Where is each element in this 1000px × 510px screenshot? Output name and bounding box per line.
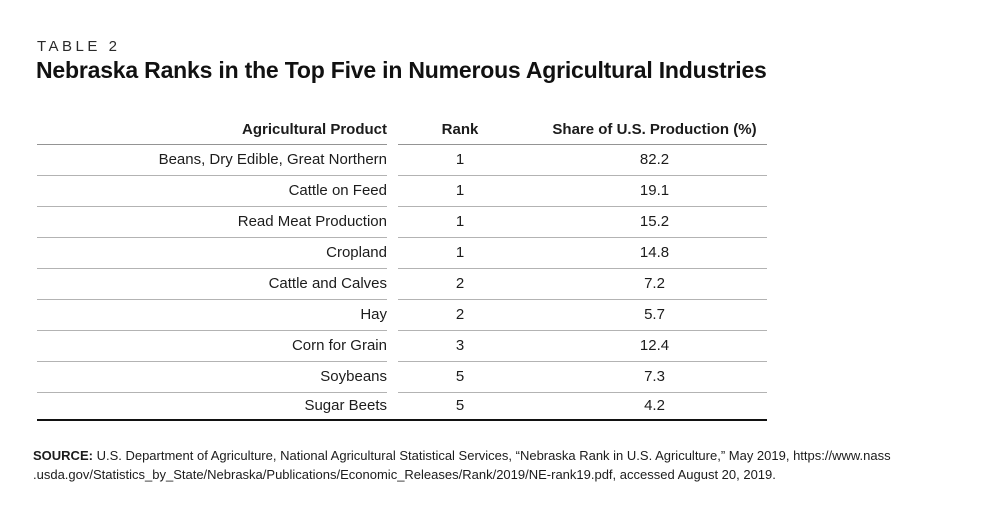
share-cell: 15.2 [522, 206, 767, 238]
rank-cell: 1 [398, 206, 522, 238]
share-cell: 7.2 [522, 268, 767, 300]
agricultural-rank-table: Agricultural Product Rank Share of U.S. … [37, 114, 767, 421]
table-row: Read Meat Production 1 15.2 [37, 206, 767, 238]
rank-cell: 5 [455, 397, 465, 414]
share-cell: 12.4 [522, 330, 767, 362]
table-row: Corn for Grain 3 12.4 [37, 330, 767, 362]
product-cell: Beans, Dry Edible, Great Northern [37, 144, 387, 176]
table-row: Sugar Beets 5 4.2 [37, 392, 767, 419]
product-cell: Sugar Beets [304, 397, 387, 414]
table-row: Cattle on Feed 1 19.1 [37, 175, 767, 207]
table-row: Beans, Dry Edible, Great Northern 1 82.2 [37, 144, 767, 176]
product-cell: Cattle and Calves [37, 268, 387, 300]
rank-cell: 5 [398, 361, 522, 393]
share-cell: 4.2 [644, 397, 665, 414]
source-text-line-2: .usda.gov/Statistics_by_State/Nebraska/P… [33, 467, 776, 482]
product-cell: Cropland [37, 237, 387, 269]
column-gap [387, 299, 398, 330]
source-label: SOURCE: [33, 448, 93, 463]
column-gap [387, 237, 398, 268]
column-gap [387, 144, 398, 175]
table-label: TABLE 2 [37, 38, 121, 55]
product-cell: Read Meat Production [37, 206, 387, 238]
table-row: Hay 2 5.7 [37, 299, 767, 331]
table-header-row: Agricultural Product Rank Share of U.S. … [37, 114, 767, 145]
product-cell: Soybeans [37, 361, 387, 393]
product-cell: Cattle on Feed [37, 175, 387, 207]
column-header-agricultural-product: Agricultural Product [37, 114, 387, 145]
column-header-rank: Rank [398, 114, 522, 145]
column-gap [387, 206, 398, 237]
table-row: Cropland 1 14.8 [37, 237, 767, 269]
table-title: Nebraska Ranks in the Top Five in Numero… [36, 57, 767, 83]
rank-cell: 2 [398, 268, 522, 300]
source-note: SOURCE: U.S. Department of Agriculture, … [33, 446, 891, 484]
table-row: Cattle and Calves 2 7.2 [37, 268, 767, 300]
rank-cell: 2 [398, 299, 522, 331]
share-cell: 7.3 [522, 361, 767, 393]
rank-cell: 1 [398, 237, 522, 269]
table-body: Beans, Dry Edible, Great Northern 1 82.2… [37, 144, 767, 419]
column-gap [387, 392, 398, 419]
column-gap [387, 175, 398, 206]
rank-cell: 1 [398, 144, 522, 176]
rank-cell: 3 [398, 330, 522, 362]
column-gap [387, 114, 398, 144]
column-gap [387, 268, 398, 299]
product-cell: Corn for Grain [37, 330, 387, 362]
rank-cell: 1 [398, 175, 522, 207]
share-cell: 5.7 [522, 299, 767, 331]
share-cell: 14.8 [522, 237, 767, 269]
share-cell: 19.1 [522, 175, 767, 207]
column-header-share: Share of U.S. Production (%) [522, 114, 767, 145]
column-gap [387, 361, 398, 392]
table-row: Soybeans 5 7.3 [37, 361, 767, 393]
column-gap [387, 330, 398, 361]
source-text-line-1: U.S. Department of Agriculture, National… [92, 448, 891, 463]
share-cell: 82.2 [522, 144, 767, 176]
product-cell: Hay [37, 299, 387, 331]
